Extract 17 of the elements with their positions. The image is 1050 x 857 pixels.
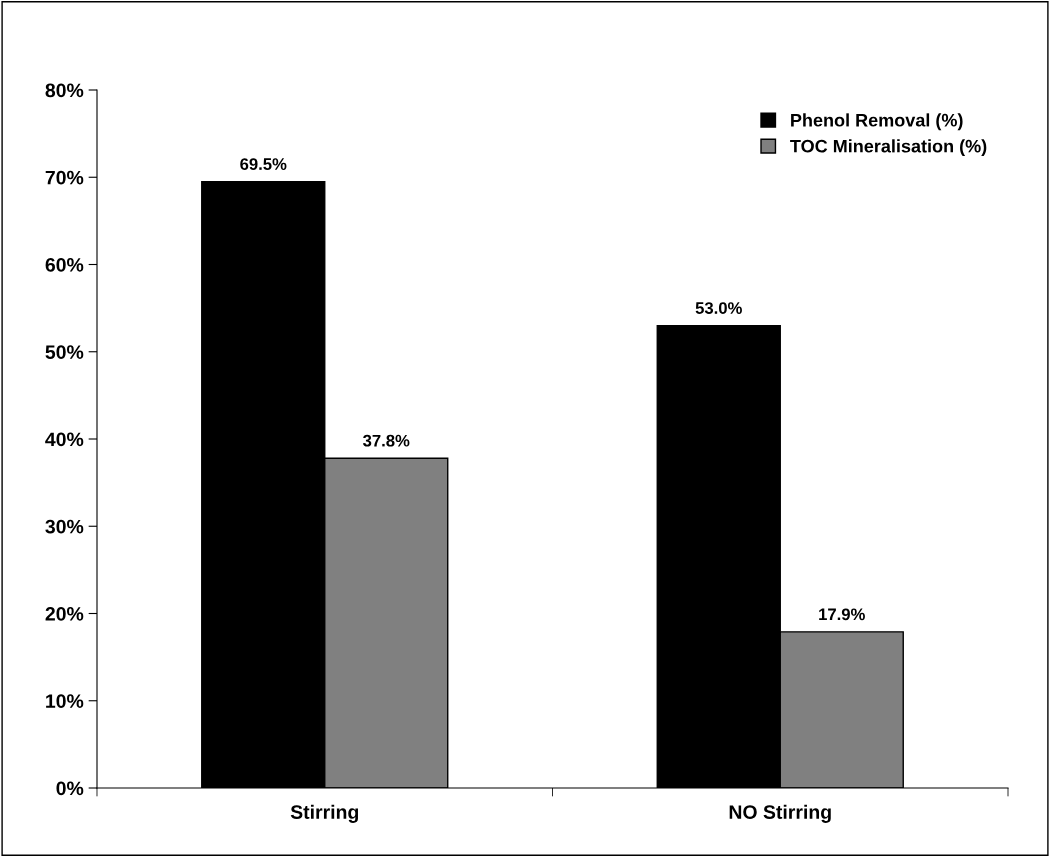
y-tick-label: 50%	[45, 345, 84, 359]
legend-label: Phenol Removal (%)	[791, 113, 963, 131]
y-tick-label: 70%	[45, 170, 84, 185]
y-tick-label: 30%	[45, 519, 84, 534]
data-label: 69.5%	[240, 158, 287, 170]
data-label: 53.0%	[695, 302, 742, 314]
y-tick-label: 0%	[56, 781, 84, 796]
y-tick-label: 20%	[45, 606, 84, 621]
data-label: 37.8%	[363, 434, 410, 447]
y-tick-label: 40%	[45, 432, 84, 447]
x-tick-label: NO Stirring	[729, 804, 831, 823]
y-tick-label: 60%	[45, 257, 84, 272]
y-tick-label: 10%	[46, 694, 84, 708]
x-tick-label: Stirring	[290, 804, 359, 823]
y-tick-label: 80%	[45, 83, 84, 98]
data-label: 17.9%	[819, 608, 865, 621]
legend-label: TOC Mineralisation (%)	[790, 139, 987, 157]
